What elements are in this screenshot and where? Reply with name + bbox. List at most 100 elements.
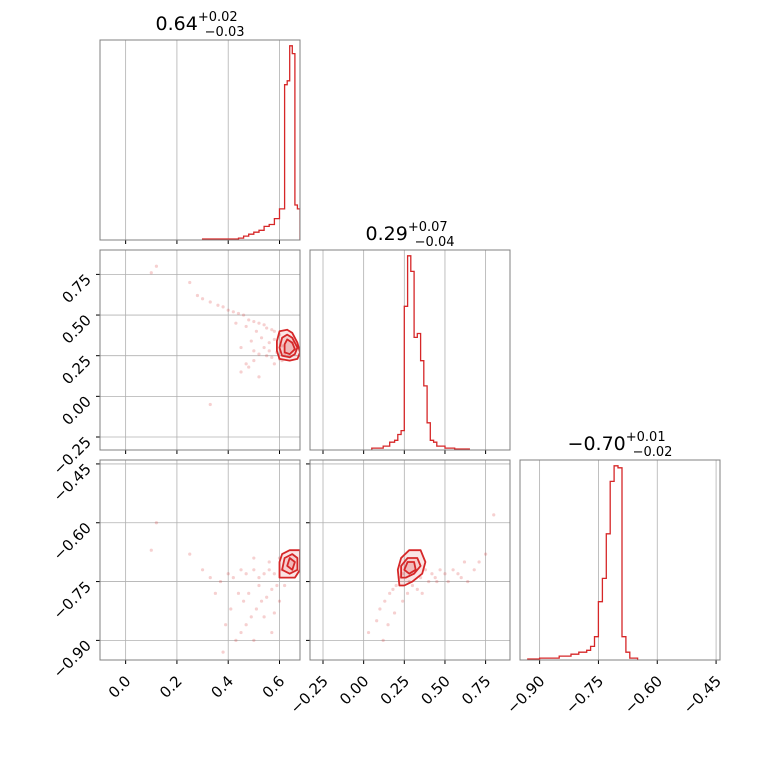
sample-point-2-1-23 (405, 591, 410, 595)
title-param-0: 0.64+0.02 −0.03 (156, 10, 245, 40)
tick-label-y-1-3: 0.50 (58, 311, 94, 347)
sample-point-2-0-13 (267, 568, 271, 572)
sample-point-1-0-14 (257, 321, 261, 325)
panel-frame-0-0 (99, 39, 301, 241)
sample-point-1-0-43 (249, 339, 253, 343)
panel-2-0: 0.0 0.2 0.4 0.6−0.90−0.75−0.60−0.45 (50, 459, 301, 702)
tick-label-x-2-0: −0.90 (503, 672, 548, 717)
scatter-2-0 (149, 521, 300, 654)
sample-point-1-0-23 (265, 354, 269, 358)
sample-point-2-0-37 (224, 623, 228, 627)
sample-point-1-0-12 (247, 318, 251, 322)
tick-label-x-2-2: −0.60 (621, 672, 666, 717)
sample-point-1-0-5 (208, 300, 212, 304)
sample-point-2-0-8 (239, 568, 243, 572)
sample-point-1-0-17 (270, 328, 274, 332)
sample-point-1-0-13 (252, 319, 256, 324)
sample-point-2-0-10 (252, 568, 256, 572)
panel-2-2: −0.90 −0.75 −0.60 −0.45 (503, 459, 725, 717)
panel-1-1 (309, 249, 511, 454)
tick-label-x-0-1: 0.2 (156, 672, 186, 702)
corner-titles: 0.64+0.02 −0.03 0.29+0.07 −0.04 −0.70+0.01… (156, 10, 673, 460)
sample-point-1-0-32 (272, 337, 276, 342)
sample-point-2-0-5 (218, 579, 223, 584)
sample-point-2-1-32 (484, 552, 488, 556)
sample-point-1-0-16 (265, 326, 269, 330)
sample-point-2-0-12 (262, 572, 266, 576)
sample-point-2-0-36 (283, 583, 287, 588)
sample-point-2-0-38 (213, 591, 217, 595)
sample-point-1-0-35 (280, 344, 284, 348)
grid-2-0 (100, 460, 300, 660)
sample-point-2-1-17 (462, 560, 467, 564)
sample-point-2-1-1 (375, 619, 379, 623)
sample-point-2-0-29 (252, 556, 256, 560)
title-2-upper: +0.01 (626, 430, 666, 445)
tick-label-x-2-3: −0.45 (680, 672, 725, 717)
panel-frame-2-0 (99, 459, 301, 661)
grid-0-0 (125, 40, 280, 240)
sample-point-1-0-30 (262, 345, 266, 350)
tick-label-y-2-2: −0.60 (50, 519, 95, 564)
tick-label-y-1-2: 0.25 (58, 352, 94, 388)
contour-2-0-2 (286, 557, 296, 571)
panel-2-1: −0.25 0.00 0.25 0.50 0.75 (287, 459, 511, 717)
sample-point-2-0-23 (234, 638, 238, 642)
sample-point-1-0-2 (188, 280, 192, 285)
sample-point-2-0-40 (270, 630, 274, 635)
sample-point-2-0-32 (241, 599, 246, 603)
sample-point-2-0-30 (236, 591, 241, 595)
sample-point-1-0-4 (200, 297, 205, 301)
title-1-lower: −0.04 (415, 235, 455, 250)
title-param-2: −0.70+0.01 −0.02 (568, 430, 673, 460)
sample-point-2-0-2 (188, 552, 192, 556)
sample-point-2-1-24 (410, 583, 415, 588)
tick-label-x-1-2: 0.25 (377, 672, 413, 708)
tick-label-y-2-1: −0.75 (50, 578, 95, 623)
title-0-upper: +0.02 (198, 10, 238, 25)
sample-point-2-0-11 (257, 576, 261, 580)
sample-point-2-1-31 (477, 560, 481, 564)
sample-point-1-0-15 (262, 323, 266, 327)
title-0-lower: −0.03 (205, 25, 245, 40)
sample-point-2-0-31 (229, 607, 233, 611)
histogram-0 (201, 45, 300, 240)
sample-point-1-0-29 (252, 358, 256, 363)
sample-point-1-0-31 (267, 341, 271, 345)
sample-point-2-1-30 (466, 579, 470, 584)
sample-point-1-0-11 (241, 313, 246, 317)
sample-point-2-0-35 (272, 611, 276, 615)
tick-label-y-1-4: 0.75 (58, 270, 94, 306)
scatter-2-1 (366, 513, 496, 642)
sample-point-2-1-4 (388, 591, 392, 595)
sample-point-2-1-15 (451, 568, 455, 572)
sample-point-2-0-39 (252, 638, 256, 642)
sample-point-2-0-14 (272, 572, 276, 576)
sample-point-1-0-18 (272, 329, 276, 333)
sample-point-2-1-20 (392, 611, 397, 615)
tick-label-x-0-0: 0.0 (105, 672, 135, 702)
title-0-value: 0.64 (156, 13, 198, 35)
sample-point-2-1-29 (456, 572, 460, 576)
contour-2-1-2 (403, 561, 417, 575)
sample-point-2-1-5 (391, 587, 395, 592)
sample-point-1-0-10 (236, 311, 241, 316)
histogram-1 (371, 255, 470, 450)
tick-label-x-1-3: 0.50 (417, 672, 453, 708)
sample-point-1-0-0 (149, 271, 153, 275)
tick-label-x-0-3: 0.6 (259, 672, 289, 702)
panel-1-0: −0.250.000.250.500.75 (50, 249, 301, 478)
sample-point-2-1-28 (446, 579, 450, 584)
panel-frame-1-1 (309, 249, 511, 451)
sample-point-2-0-18 (254, 607, 259, 611)
tick-label-x-1-1: 0.00 (336, 672, 372, 708)
sample-point-2-1-21 (386, 623, 390, 627)
sample-point-2-0-22 (275, 583, 279, 588)
sample-point-1-0-44 (239, 370, 243, 374)
sample-point-1-0-46 (272, 362, 276, 366)
grid-1-0 (100, 250, 300, 450)
sample-point-1-0-27 (247, 365, 251, 369)
contour-1-0-2 (283, 338, 296, 356)
panel-frame-1-0 (99, 249, 301, 451)
sample-point-2-0-0 (149, 548, 153, 552)
